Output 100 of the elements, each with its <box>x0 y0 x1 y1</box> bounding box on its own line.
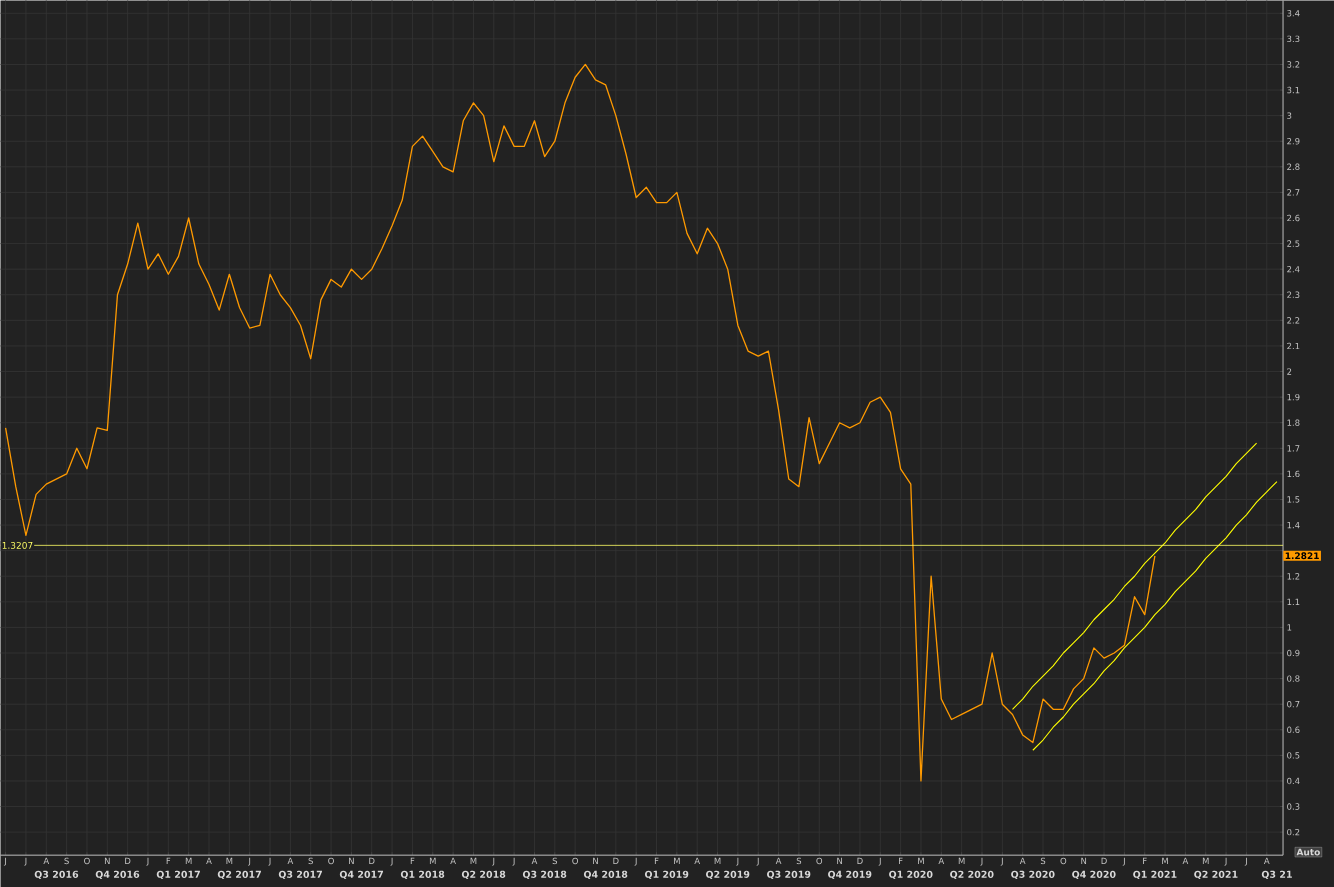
x-tick-label: F <box>1143 857 1147 864</box>
x-tick-label: J <box>146 857 149 866</box>
x-tick-label: Q1 2018 <box>400 870 445 880</box>
x-tick-label: A <box>43 857 50 864</box>
x-tick-label: S <box>796 857 802 865</box>
y-tick-label: 2 <box>1287 368 1292 375</box>
x-tick-label: Q3 2016 <box>34 870 79 880</box>
x-tick-label: J <box>24 857 27 866</box>
y-tick-label: 0.8 <box>1287 675 1300 682</box>
x-tick-label: J <box>1244 857 1247 866</box>
x-tick-label: M <box>714 857 721 864</box>
x-tick-label: Q4 2017 <box>339 870 384 880</box>
y-tick-label: 1.6 <box>1287 470 1300 478</box>
x-tick-label: D <box>1101 857 1107 864</box>
x-tick-label: Q1 2019 <box>644 870 689 880</box>
x-tick-label: F <box>166 857 171 864</box>
y-tick-label: 0.4 <box>1287 777 1300 785</box>
y-tick-label: 2.8 <box>1287 163 1300 170</box>
x-tick-label: M <box>918 857 924 864</box>
y-tick-label: 2.3 <box>1287 291 1300 298</box>
x-tick-label: N <box>1081 857 1087 864</box>
x-tick-label: D <box>613 857 619 864</box>
x-tick-label: M <box>1162 857 1168 864</box>
y-tick-label: 0.5 <box>1287 752 1300 759</box>
y-tick-label: 1 <box>1287 624 1292 631</box>
x-tick-label: A <box>694 857 701 864</box>
x-tick-label: Q4 2019 <box>828 870 872 880</box>
x-tick-label: Q2 2017 <box>217 870 261 880</box>
y-tick-label: 1.4 <box>1287 521 1300 529</box>
x-tick-label: A <box>1182 857 1189 864</box>
x-tick-label: J <box>1122 857 1125 866</box>
y-tick-label: 1.7 <box>1287 445 1300 452</box>
y-tick-label: 2.9 <box>1287 137 1300 145</box>
y-tick-label: 2.6 <box>1287 214 1300 222</box>
x-tick-label: A <box>1263 857 1270 864</box>
x-tick-label: N <box>837 857 842 864</box>
x-tick-label: Q3 21 <box>1261 870 1292 880</box>
x-tick-label: D <box>125 857 131 864</box>
x-tick-label: J <box>756 857 759 866</box>
x-tick-label: Q2 2018 <box>461 870 506 880</box>
x-tick-label: M <box>470 857 477 864</box>
x-tick-label: Q4 2016 <box>95 870 140 880</box>
y-tick-label: 2.1 <box>1287 342 1300 350</box>
x-tick-label: M <box>429 857 436 864</box>
x-tick-label: S <box>308 857 313 865</box>
x-tick-label: S <box>64 857 69 865</box>
x-tick-label: J <box>248 857 251 866</box>
text: Auto <box>1296 848 1320 856</box>
x-tick-label: Q1 2017 <box>156 870 200 880</box>
x-tick-label: S <box>552 857 558 865</box>
x-tick-label: J <box>736 857 739 866</box>
x-tick-label: J <box>634 857 637 866</box>
y-tick-label: 1.9 <box>1287 393 1300 401</box>
x-tick-label: Q1 2021 <box>1133 870 1177 880</box>
x-tick-label: Q2 2020 <box>950 870 994 880</box>
y-tick-label: 3.2 <box>1287 61 1300 68</box>
x-tick-label: O <box>572 857 579 865</box>
ref-line-label: 1.3207 <box>2 541 33 549</box>
x-tick-label: J <box>3 857 7 866</box>
x-tick-label: M <box>226 857 233 864</box>
x-tick-label: J <box>512 857 515 866</box>
y-tick-label: 0.6 <box>1287 726 1300 733</box>
x-tick-label: Q3 2020 <box>1011 870 1055 880</box>
y-tick-label: 0.9 <box>1287 649 1300 657</box>
x-tick-label: J <box>1224 857 1227 866</box>
x-tick-label: A <box>938 857 945 864</box>
x-tick-label: Q4 2020 <box>1072 870 1116 880</box>
x-tick-label: O <box>816 857 823 865</box>
x-tick-label: Q3 2017 <box>278 870 322 880</box>
x-tick-label: N <box>593 857 598 864</box>
x-tick-label: O <box>1060 857 1067 865</box>
x-tick-label: Q3 2019 <box>767 870 811 880</box>
x-tick-label: M <box>1202 857 1209 864</box>
y-tick-label: 0.7 <box>1287 700 1300 708</box>
x-tick-label: Q1 2020 <box>889 870 933 880</box>
x-tick-label: A <box>206 857 212 864</box>
x-tick-label: A <box>531 857 538 864</box>
x-tick-label: Q4 2018 <box>583 870 628 880</box>
x-tick-label: Q2 2019 <box>705 870 750 880</box>
x-tick-label: N <box>349 857 354 864</box>
y-tick-label: 3.1 <box>1287 86 1300 94</box>
x-tick-label: J <box>1000 857 1003 866</box>
y-tick-label: 2.5 <box>1287 240 1300 247</box>
y-tick-label: 2.7 <box>1287 189 1300 196</box>
x-tick-label: Q2 2021 <box>1194 870 1238 880</box>
y-tick-label: 2.2 <box>1287 317 1300 324</box>
x-tick-label: J <box>390 857 393 866</box>
x-tick-label: O <box>84 857 90 865</box>
y-tick-label: 1.5 <box>1287 496 1300 503</box>
x-tick-label: A <box>775 857 782 864</box>
y-tick-label: 3 <box>1287 112 1292 119</box>
x-tick-label: A <box>287 857 294 864</box>
y-tick-label: 0.2 <box>1287 828 1300 836</box>
x-tick-label: J <box>268 857 271 866</box>
x-tick-label: D <box>369 857 375 864</box>
x-tick-label: A <box>450 857 456 864</box>
x-tick-label: Q3 2018 <box>522 870 567 880</box>
x-tick-label: J <box>492 857 495 866</box>
y-tick-label: 2.4 <box>1287 265 1300 273</box>
x-tick-label: S <box>1040 857 1046 865</box>
